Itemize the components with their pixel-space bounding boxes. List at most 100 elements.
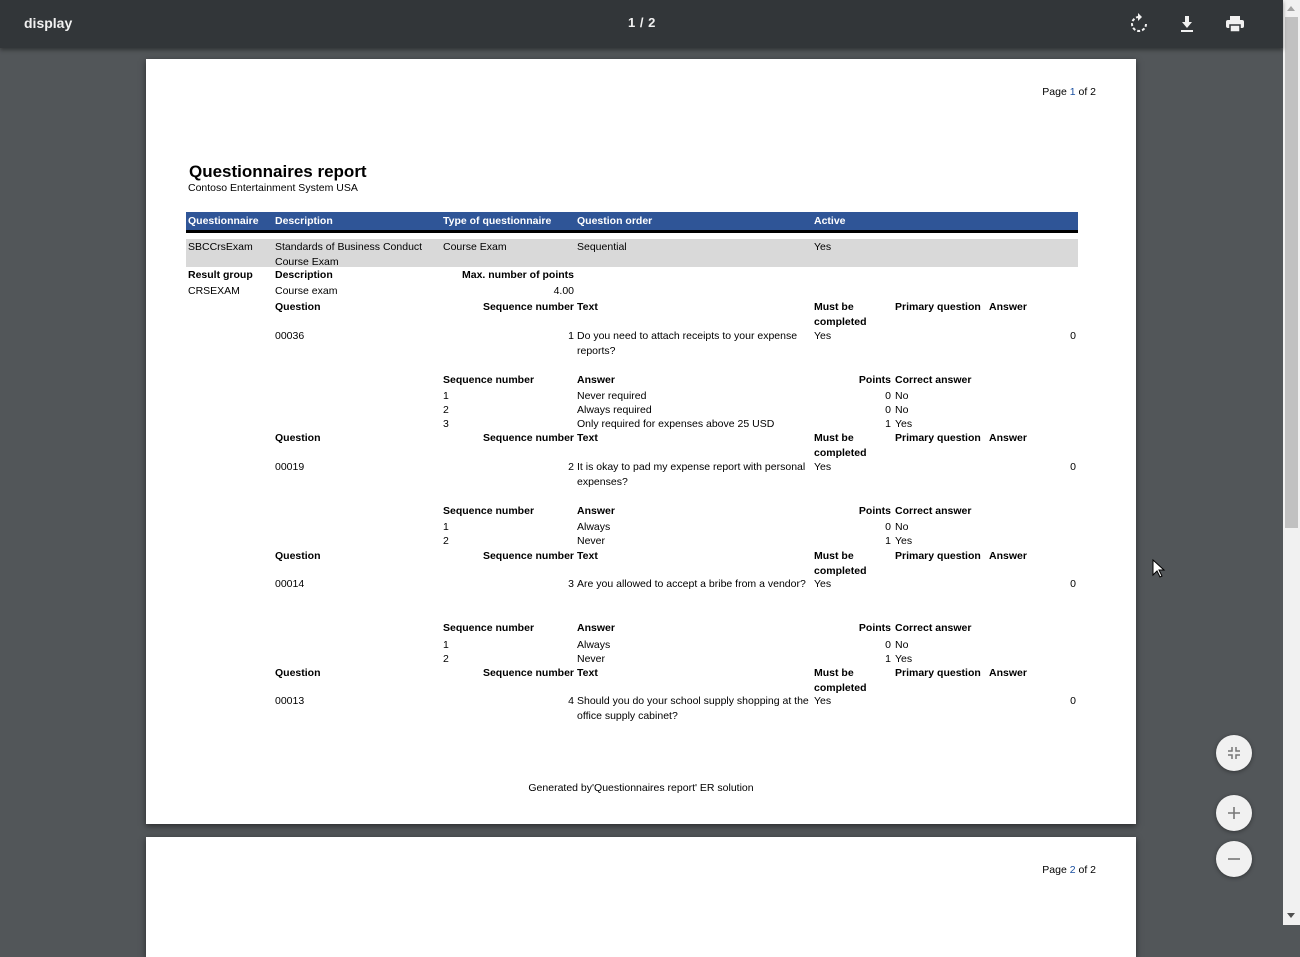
must-be-completed-value: Yes [814, 461, 832, 473]
download-icon [1181, 16, 1193, 32]
questionnaire-active: Yes [814, 241, 832, 253]
zoom-in-button[interactable] [1216, 795, 1252, 831]
question-label: Question [275, 301, 321, 313]
must-be-label: Must be [814, 301, 854, 313]
answer-points: 1 [885, 653, 891, 665]
print-button[interactable] [1223, 12, 1247, 36]
points-label: Points [858, 374, 891, 386]
report-title: Questionnaires report [189, 162, 367, 181]
question-text: Should you do your school supply shoppin… [577, 695, 809, 722]
col-type: Type of questionnaire [443, 215, 552, 227]
correct-answer-label: Correct answer [895, 622, 972, 634]
scrollbar-thumb[interactable] [1285, 17, 1298, 528]
question-id: 00036 [275, 330, 305, 342]
answer-points: 1 [885, 418, 891, 430]
points-label: Points [858, 505, 891, 517]
answer-sequence-label: Sequence number [443, 374, 535, 386]
must-be-label: Must be [814, 550, 854, 562]
primary-question-label: Primary question [895, 432, 981, 444]
question-id: 00014 [275, 578, 305, 590]
answer-sequence: 3 [443, 418, 449, 430]
questionnaire-row: SBCCrsExam Standards of Business Conduct… [186, 239, 1078, 268]
answer-label: Answer [989, 667, 1027, 679]
col-questionnaire: Questionnaire [188, 215, 259, 227]
fit-page-button[interactable] [1216, 735, 1252, 771]
questionnaire-description: Standards of Business Conduct Course Exa… [275, 241, 423, 268]
answer-value: 0 [1070, 461, 1076, 473]
answer-text-label: Answer [577, 374, 615, 386]
result-description-label: Description [275, 269, 333, 281]
col-description: Description [275, 215, 333, 227]
answer-correct: Yes [895, 653, 913, 665]
table-header: Questionnaire Description Type of questi… [186, 212, 1078, 233]
questionnaire-order: Sequential [577, 241, 627, 253]
question-id: 00013 [275, 695, 305, 707]
answer-points: 0 [885, 390, 891, 402]
answer-points: 0 [885, 521, 891, 533]
questionnaire-type: Course Exam [443, 241, 507, 253]
answer-text: Only required for expenses above 25 USD [577, 418, 775, 430]
text-label: Text [577, 550, 598, 562]
question-text: Do you need to attach receipts to your e… [577, 330, 798, 357]
primary-question-label: Primary question [895, 550, 981, 562]
questionnaire-id: SBCCrsExam [188, 241, 253, 253]
answer-text-label: Answer [577, 505, 615, 517]
completed-label: completed [814, 447, 867, 459]
zoom-in-icon [1228, 807, 1240, 819]
text-label: Text [577, 301, 598, 313]
points-label: Points [858, 622, 891, 634]
primary-question-label: Primary question [895, 301, 981, 313]
zoom-out-button[interactable] [1216, 841, 1252, 877]
print-icon [1226, 16, 1244, 33]
vertical-scrollbar[interactable] [1283, 0, 1300, 925]
answer-correct: No [895, 404, 909, 416]
question-id: 00019 [275, 461, 305, 473]
question-label: Question [275, 550, 321, 562]
correct-answer-label: Correct answer [895, 505, 972, 517]
sequence-number-label: Sequence number [482, 301, 574, 313]
answer-correct: No [895, 639, 909, 651]
answer-correct: Yes [895, 418, 913, 430]
scroll-up-arrow[interactable] [1287, 6, 1295, 11]
primary-question-label: Primary question [895, 667, 981, 679]
answer-text-label: Answer [577, 622, 615, 634]
question-label: Question [275, 667, 321, 679]
must-be-label: Must be [814, 667, 854, 679]
question-text: Are you allowed to accept a bribe from a… [577, 578, 806, 590]
answer-sequence: 2 [443, 404, 449, 416]
answer-text: Always [577, 639, 611, 651]
answer-value: 0 [1070, 695, 1076, 707]
correct-answer-label: Correct answer [895, 374, 972, 386]
text-label: Text [577, 432, 598, 444]
answer-label: Answer [989, 432, 1027, 444]
completed-label: completed [814, 565, 867, 577]
question-sequence: 3 [568, 578, 574, 590]
must-be-completed-value: Yes [814, 330, 832, 342]
page-number: Page 2 of 2 [1042, 864, 1096, 876]
answer-sequence-label: Sequence number [443, 622, 535, 634]
mouse-cursor-icon [1152, 559, 1166, 578]
sequence-number-label: Sequence number [482, 432, 574, 444]
sequence-number-label: Sequence number [482, 550, 574, 562]
pdf-page-1: Page 1 of 2 Questionnaires report Contos… [146, 59, 1136, 824]
result-group-label: Result group [188, 269, 253, 281]
answer-text: Never [577, 653, 606, 665]
answer-correct: Yes [895, 535, 913, 547]
question-sequence: 1 [568, 330, 574, 342]
rotate-button[interactable] [1127, 12, 1151, 36]
download-button[interactable] [1175, 12, 1199, 36]
company-name: Contoso Entertainment System USA [188, 182, 358, 194]
scroll-down-arrow[interactable] [1287, 913, 1295, 918]
answer-sequence: 2 [443, 535, 449, 547]
text-label: Text [577, 667, 598, 679]
answer-text: Always [577, 521, 611, 533]
answer-correct: No [895, 390, 909, 402]
page-indicator: 1 / 2 [628, 15, 656, 30]
sequence-number-label: Sequence number [482, 667, 574, 679]
document-title: display [24, 15, 73, 31]
viewer-toolbar: display 1 / 2 [0, 0, 1283, 48]
col-question-order: Question order [577, 215, 653, 227]
answer-correct: No [895, 521, 909, 533]
question-label: Question [275, 432, 321, 444]
fit-page-icon [1228, 747, 1240, 759]
